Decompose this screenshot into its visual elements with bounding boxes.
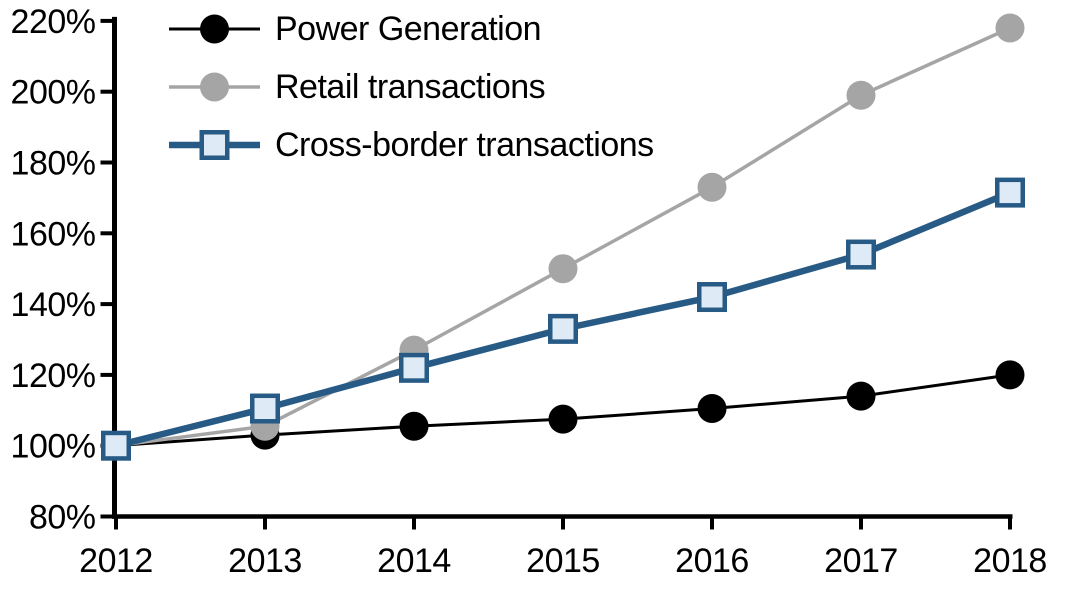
y-tick-label: 200%	[11, 74, 96, 112]
x-tick-label: 2014	[377, 542, 451, 580]
marker-square-cross-border-transactions	[548, 313, 578, 344]
cross-border-transactions-line-marker-icon	[169, 130, 260, 160]
marker-circle-power-generation	[995, 360, 1025, 390]
marker-circle-power-generation	[846, 381, 876, 411]
y-tick-label: 180%	[11, 145, 96, 183]
y-tick-label: 160%	[11, 215, 96, 253]
marker-circle-retail-transactions	[995, 13, 1025, 43]
legend-marker-circle-retail-transactions	[200, 72, 229, 102]
legend-marker-circle-power-generation	[200, 14, 229, 44]
x-tick-label: 2017	[824, 542, 898, 580]
marker-square-cross-border-transactions	[697, 282, 727, 313]
legend-item-power-generation: Power Generation	[167, 0, 654, 58]
marker-square-cross-border-transactions	[399, 352, 429, 383]
x-tick-label: 2018	[973, 542, 1047, 580]
power-generation-line-marker-icon	[169, 14, 260, 44]
legend-marker-square-cross-border-transactions	[199, 130, 230, 160]
marker-circle-power-generation	[697, 394, 727, 424]
marker-square-cross-border-transactions	[995, 177, 1025, 208]
legend-item-cross-border-transactions: Cross-border transactions	[167, 116, 654, 174]
marker-circle-retail-transactions	[697, 172, 727, 202]
y-tick-label: 100%	[11, 428, 96, 466]
legend-label-power-generation: Power Generation	[275, 9, 542, 48]
marker-circle-power-generation	[399, 411, 429, 441]
marker-square-cross-border-transactions	[101, 430, 131, 461]
legend-item-retail-transactions: Retail transactions	[167, 58, 654, 116]
marker-square-cross-border-transactions	[250, 393, 280, 424]
marker-circle-retail-transactions	[846, 80, 876, 110]
x-tick-label: 2013	[228, 542, 302, 580]
legend: Power Generation Retail transactions Cro…	[167, 0, 654, 174]
retail-transactions-line-marker-icon	[169, 72, 260, 102]
x-tick-label: 2015	[526, 542, 600, 580]
x-tick-label: 2012	[79, 542, 153, 580]
x-tick-label: 2016	[675, 542, 749, 580]
y-tick-label: 140%	[11, 286, 96, 324]
legend-label-cross-border-transactions: Cross-border transactions	[275, 125, 654, 164]
marker-circle-power-generation	[548, 404, 578, 434]
y-tick-label: 220%	[11, 3, 96, 41]
y-tick-label: 120%	[11, 357, 96, 395]
y-tick-label: 80%	[29, 499, 96, 537]
marker-square-cross-border-transactions	[846, 239, 876, 270]
legend-label-retail-transactions: Retail transactions	[275, 67, 546, 106]
marker-circle-retail-transactions	[548, 254, 578, 284]
